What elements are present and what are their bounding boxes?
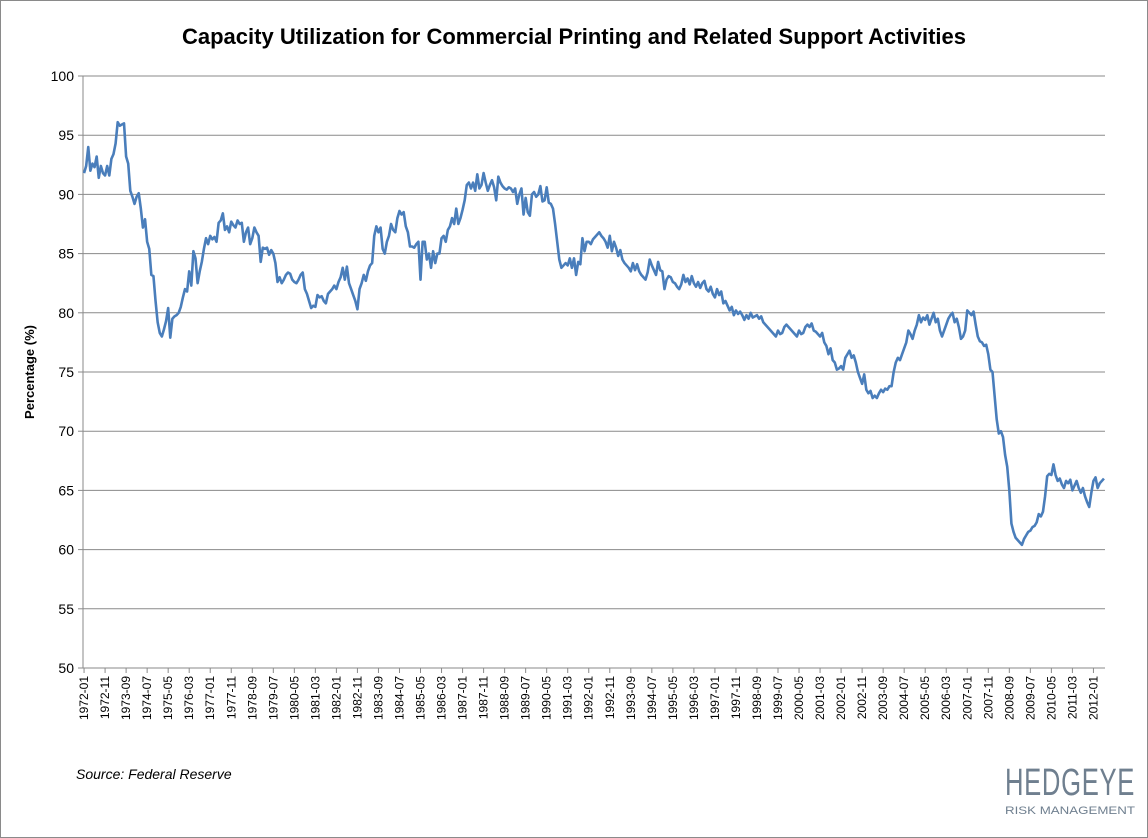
y-tick-label: 70 xyxy=(58,423,74,439)
x-tick-label: 1989-07 xyxy=(519,676,533,720)
x-tick-label: 1982-11 xyxy=(350,676,364,719)
x-tick-label: 2007-01 xyxy=(960,676,974,720)
x-tick-label: 1997-11 xyxy=(729,676,743,719)
x-tick-label: 1974-07 xyxy=(140,676,154,720)
x-tick-label: 2002-01 xyxy=(834,676,848,720)
x-tick-label: 2003-09 xyxy=(876,676,890,720)
y-tick-label: 100 xyxy=(51,68,75,84)
x-tick-label: 1977-01 xyxy=(203,676,217,720)
x-tick-label: 1976-03 xyxy=(182,676,196,720)
x-tick-label: 1988-09 xyxy=(498,676,512,720)
x-tick-label: 1994-07 xyxy=(645,676,659,720)
x-tick-label: 1981-03 xyxy=(308,676,322,720)
x-tick-label: 1995-05 xyxy=(666,676,680,720)
x-tick-label: 1996-03 xyxy=(687,676,701,720)
x-tick-label: 2005-05 xyxy=(918,676,932,720)
y-tick-label: 55 xyxy=(58,601,74,617)
x-tick-label: 2009-07 xyxy=(1023,676,1037,720)
y-tick-label: 85 xyxy=(58,246,74,262)
x-tick-label: 1999-07 xyxy=(771,676,785,720)
x-tick-label: 1972-01 xyxy=(77,676,91,720)
x-tick-label: 1990-05 xyxy=(540,676,554,720)
y-tick-label: 95 xyxy=(58,127,74,143)
x-tick-label: 1992-01 xyxy=(582,676,596,720)
x-tick-label: 1982-01 xyxy=(329,676,343,720)
source-note: Source: Federal Reserve xyxy=(76,766,232,782)
x-tick-label: 1987-01 xyxy=(456,676,470,720)
y-tick-label: 90 xyxy=(58,186,74,202)
x-tick-label: 2007-11 xyxy=(981,676,995,719)
x-tick-label: 1978-09 xyxy=(245,676,259,720)
y-tick-label: 65 xyxy=(58,482,74,498)
y-tick-label: 80 xyxy=(58,305,74,321)
x-tick-label: 1973-09 xyxy=(119,676,133,720)
x-tick-label: 1991-03 xyxy=(561,676,575,720)
x-tick-label: 1980-05 xyxy=(287,676,301,720)
x-tick-label: 1984-07 xyxy=(392,676,406,720)
x-tick-label: 1977-11 xyxy=(224,676,238,719)
x-tick-label: 2011-03 xyxy=(1065,676,1079,719)
x-tick-label: 2001-03 xyxy=(813,676,827,720)
x-tick-label: 1992-11 xyxy=(603,676,617,719)
x-tick-label: 1987-11 xyxy=(477,676,491,719)
chart-title: Capacity Utilization for Commercial Prin… xyxy=(182,24,966,49)
x-tick-label: 2006-03 xyxy=(939,676,953,720)
x-tick-label: 1993-09 xyxy=(624,676,638,720)
x-tick-label: 2004-07 xyxy=(897,676,911,720)
x-tick-label: 1986-03 xyxy=(435,676,449,720)
x-tick-label: 2010-05 xyxy=(1044,676,1058,720)
x-tick-label: 1997-01 xyxy=(708,676,722,720)
logo-name: HEDGEYE xyxy=(1005,762,1135,804)
x-tick-label: 1998-09 xyxy=(750,676,764,720)
x-tick-label: 2002-11 xyxy=(855,676,869,719)
x-tick-label: 1972-11 xyxy=(98,676,112,719)
y-tick-label: 60 xyxy=(58,542,74,558)
y-tick-label: 50 xyxy=(58,660,74,676)
x-tick-label: 2008-09 xyxy=(1002,676,1016,720)
logo-tagline: RISK MANAGEMENT xyxy=(1005,805,1135,817)
y-axis-label: Percentage (%) xyxy=(22,325,37,419)
x-tick-label: 1975-05 xyxy=(161,676,175,720)
data-line xyxy=(82,120,1105,547)
x-tick-label: 2012-01 xyxy=(1086,676,1100,720)
y-tick-label: 75 xyxy=(58,364,74,380)
x-tick-label: 1983-09 xyxy=(371,676,385,720)
x-tick-label: 1985-05 xyxy=(414,676,428,720)
x-tick-label: 1979-07 xyxy=(266,676,280,720)
x-tick-label: 2000-05 xyxy=(792,676,806,720)
